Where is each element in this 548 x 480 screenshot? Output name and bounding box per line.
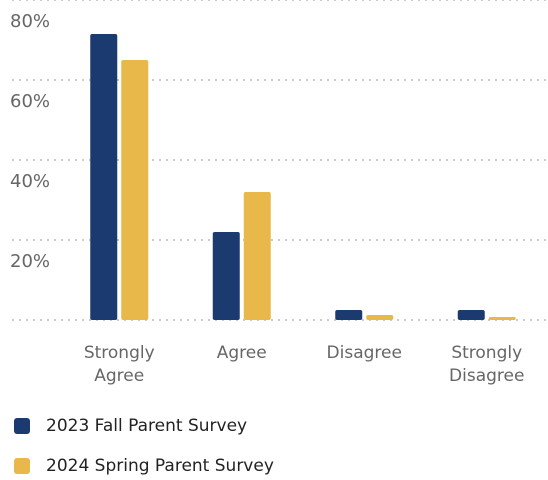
bar xyxy=(366,315,394,320)
x-tick-label: Strongly Disagree xyxy=(449,343,525,386)
y-tick-label: 80% xyxy=(10,11,50,32)
legend-swatch xyxy=(14,458,30,474)
bar xyxy=(121,60,149,320)
bar xyxy=(243,192,271,320)
legend-label: 2023 Fall Parent Survey xyxy=(46,416,248,436)
y-tick-label: 60% xyxy=(10,91,50,112)
bar xyxy=(212,232,240,320)
x-tick-label: Disagree xyxy=(326,343,402,363)
y-tick-label: 20% xyxy=(10,251,50,272)
legend-item: 2024 Spring Parent Survey xyxy=(14,456,274,476)
y-tick-label: 40% xyxy=(10,171,50,192)
bar xyxy=(335,310,363,320)
x-tick-label: Agree xyxy=(216,343,267,363)
bar xyxy=(457,310,485,320)
legend-label: 2024 Spring Parent Survey xyxy=(46,456,274,476)
legend-item: 2023 Fall Parent Survey xyxy=(14,416,247,436)
bar xyxy=(488,317,516,320)
legend-swatch xyxy=(14,418,30,434)
x-tick-label: Strongly Agree xyxy=(83,343,155,386)
bar xyxy=(90,34,118,320)
